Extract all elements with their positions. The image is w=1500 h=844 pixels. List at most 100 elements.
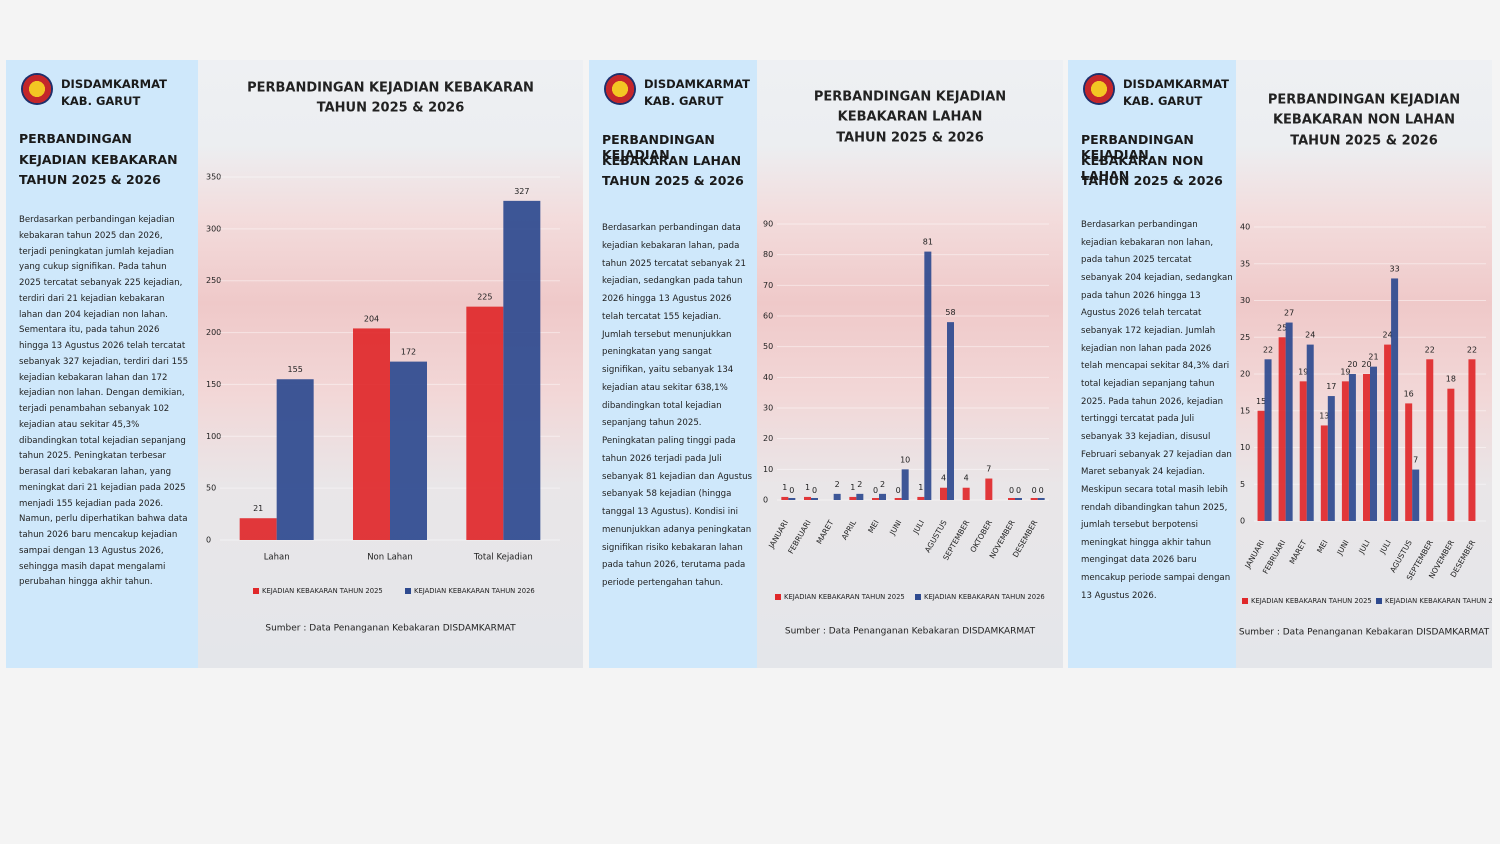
bar xyxy=(879,493,886,500)
x-tick-label: JUNI xyxy=(887,519,903,538)
bar xyxy=(1030,498,1038,500)
chart-title: PERBANDINGAN KEJADIAN KEBAKARAN xyxy=(247,81,534,96)
value-label: 155 xyxy=(288,365,303,374)
x-tick-label: APRIL xyxy=(840,518,859,542)
bar xyxy=(1299,381,1307,521)
legend-swatch xyxy=(253,588,259,594)
org-name: KAB. GARUT xyxy=(61,94,141,108)
logo xyxy=(21,73,53,105)
x-tick-label: Total Kejadian xyxy=(473,553,533,563)
bar xyxy=(1426,359,1434,521)
y-tick-label: 0 xyxy=(763,496,768,505)
bar xyxy=(1037,498,1045,500)
sidebar-heading: TAHUN 2025 & 2026 xyxy=(602,173,744,188)
value-label: 25 xyxy=(1277,323,1287,332)
sidebar-body: Berdasarkan perbandingan kejadian kebaka… xyxy=(19,215,189,588)
x-tick-label: OKTOBER xyxy=(968,519,994,555)
chart-title: KEBAKARAN NON LAHAN xyxy=(1273,113,1455,128)
value-label: 22 xyxy=(1425,345,1435,354)
x-tick-label: Non Lahan xyxy=(367,553,413,563)
x-tick-label: JULI xyxy=(1377,539,1392,557)
x-tick-label: JULI xyxy=(1356,539,1371,557)
sidebar-heading: PERBANDINGAN xyxy=(19,131,132,146)
bar xyxy=(503,200,541,540)
org-name: KAB. GARUT xyxy=(644,94,724,108)
x-tick-label: Lahan xyxy=(264,553,290,563)
bar xyxy=(239,518,277,540)
legend-label: KEJADIAN KEBAKARAN TAHUN 2026 xyxy=(1385,597,1492,605)
value-label: 17 xyxy=(1326,382,1336,391)
bar xyxy=(1278,337,1286,521)
bar xyxy=(1447,388,1455,521)
chart-area: PERBANDINGAN KEJADIAN KEBAKARAN NON LAHAN… xyxy=(1236,60,1500,668)
value-label: 33 xyxy=(1389,264,1399,273)
y-tick-label: 50 xyxy=(763,342,773,351)
sidebar-body: Berdasarkan perbandingan kejadian kebaka… xyxy=(1081,220,1233,601)
value-label: 225 xyxy=(477,293,492,302)
value-label: 24 xyxy=(1382,331,1392,340)
logo xyxy=(1083,73,1115,105)
y-tick-label: 100 xyxy=(206,432,221,441)
value-label: 0 xyxy=(812,486,817,495)
chart-area: PERBANDINGAN KEJADIAN KEBAKARAN TAHUN 202… xyxy=(198,60,583,668)
legend-swatch xyxy=(1242,598,1248,604)
y-tick-label: 0 xyxy=(206,536,211,545)
bar xyxy=(1412,469,1420,521)
chart-area: PERBANDINGAN KEJADIAN KEBAKARAN LAHAN TAHU… xyxy=(757,60,1063,668)
legend-swatch xyxy=(1376,598,1382,604)
y-tick-label: 40 xyxy=(763,373,773,382)
value-label: 0 xyxy=(1032,486,1037,495)
y-tick-label: 10 xyxy=(1240,443,1250,452)
bar xyxy=(1468,359,1476,521)
chart-title: PERBANDINGAN KEJADIAN xyxy=(1268,93,1460,108)
y-tick-label: 30 xyxy=(1240,296,1250,305)
value-label: 27 xyxy=(1284,309,1294,318)
bar xyxy=(1285,322,1293,521)
panel: DISDAMKARMAT KAB. GARUT PERBANDINGAN KEJAD… xyxy=(1068,60,1500,668)
bar xyxy=(1015,498,1022,500)
bar xyxy=(1384,344,1392,521)
value-label: 1 xyxy=(805,483,810,492)
value-label: 0 xyxy=(789,486,794,495)
bar xyxy=(1348,374,1356,521)
value-label: 19 xyxy=(1340,367,1350,376)
legend-label: KEJADIAN KEBAKARAN TAHUN 2026 xyxy=(924,593,1045,601)
value-label: 0 xyxy=(1039,486,1044,495)
org-name: DISDAMKARMAT xyxy=(61,77,167,91)
bar xyxy=(1320,425,1328,521)
y-tick-label: 150 xyxy=(206,380,221,389)
bar xyxy=(894,498,902,500)
org-name: KAB. GARUT xyxy=(1123,94,1203,108)
bar xyxy=(390,361,427,540)
value-label: 81 xyxy=(923,238,933,247)
value-label: 327 xyxy=(514,187,529,196)
bar xyxy=(1370,366,1377,521)
bar xyxy=(811,498,818,500)
value-label: 1 xyxy=(918,483,923,492)
source-note: Sumber : Data Penanganan Kebakaran DISDA… xyxy=(1239,628,1490,638)
y-tick-label: 40 xyxy=(1240,223,1250,232)
y-tick-label: 35 xyxy=(1240,259,1250,268)
sidebar-heading: PERBANDINGAN KEJADIAN xyxy=(602,132,715,162)
x-tick-label: JANUARI xyxy=(766,519,790,551)
chart: PERBANDINGAN KEJADIAN KEBAKARAN NON LAHAN… xyxy=(1239,93,1500,638)
bar xyxy=(962,487,970,500)
bar xyxy=(872,498,879,500)
chart-title: PERBANDINGAN KEJADIAN xyxy=(814,90,1006,105)
chart-title: TAHUN 2025 & 2026 xyxy=(317,101,465,116)
value-label: 20 xyxy=(1361,360,1371,369)
bar xyxy=(901,469,909,500)
value-label: 204 xyxy=(364,314,379,323)
bar xyxy=(788,498,796,500)
bar xyxy=(804,496,811,500)
value-label: 21 xyxy=(1368,353,1378,362)
source-note: Sumber : Data Penanganan Kebakaran DISDA… xyxy=(265,624,516,634)
value-label: 0 xyxy=(896,486,901,495)
sidebar-heading: PERBANDINGAN KEJADIAN xyxy=(1081,132,1194,162)
y-tick-label: 5 xyxy=(1240,480,1245,489)
value-label: 0 xyxy=(873,486,878,495)
bar xyxy=(1341,381,1349,521)
value-label: 10 xyxy=(900,455,910,464)
value-label: 1 xyxy=(850,483,855,492)
